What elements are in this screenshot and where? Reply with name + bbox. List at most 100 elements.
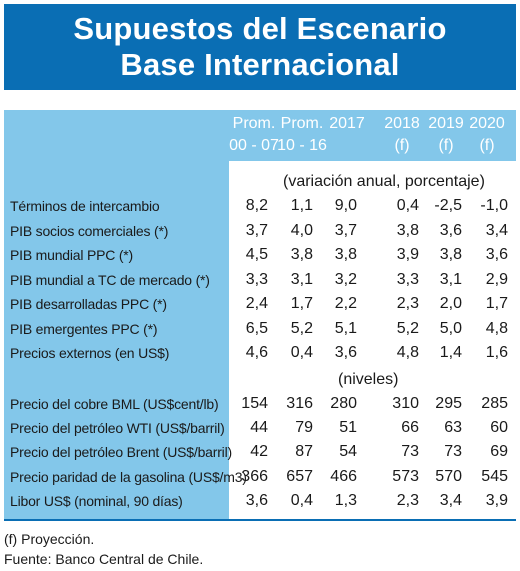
cell-value: 1,3: [334, 491, 357, 509]
table-row: Precio del petróleo Brent (US$/barril) 42…: [0, 440, 520, 464]
cell-value: 4,5: [245, 246, 268, 263]
column-header-6-top: 2020: [469, 115, 505, 132]
cell-value: 60: [490, 419, 508, 437]
row-label: PIB mundial PPC (*): [10, 247, 134, 263]
row-label: Libor US$ (nominal, 90 días): [10, 492, 183, 509]
cell-value: 366: [241, 467, 268, 485]
cell-value: 3,4: [485, 221, 508, 239]
column-header-1-top: Prom.: [232, 115, 276, 132]
cell-value: 3,4: [439, 491, 462, 509]
cell-value: 3,3: [396, 270, 419, 288]
cell-value: 3,9: [485, 491, 508, 509]
row-label: Precio paridad de la gasolina (US$/m3): [10, 468, 247, 485]
cell-value: 4,8: [485, 319, 508, 337]
cell-value: 3,8: [290, 246, 313, 263]
row-label: Precio del petróleo WTI (US$/barril): [10, 420, 225, 437]
table-row: Precio del petróleo WTI (US$/barril) 44 79…: [0, 416, 520, 440]
cell-value: 310: [392, 395, 419, 412]
cell-value: 4,0: [290, 221, 313, 239]
cell-value: -1,0: [480, 197, 508, 214]
title-line-2: Base Internacional: [120, 47, 400, 82]
cell-value: -2,5: [434, 197, 462, 214]
cell-value: 280: [330, 395, 357, 412]
cell-value: 2,3: [396, 491, 419, 509]
column-header-2-bottom: 10 - 16: [277, 137, 327, 154]
column-header-5-bottom: (f): [438, 137, 454, 154]
table-row: PIB emergentes PPC (*) 6,5 5,2 5,1 5,2 5,0 4,8: [0, 317, 520, 341]
cell-value: 0,4: [290, 344, 313, 361]
footnote-source: Fuente: Banco Central de Chile.: [4, 551, 204, 567]
table-row: Términos de intercambio 8,2 1,1 9,0 0,4 -2,5 -…: [0, 194, 520, 218]
section-note-variation: (variación anual, porcentaje): [283, 173, 485, 190]
table-row: PIB mundial PPC (*) 4,5 3,8 3,8 3,9 3,8 3,6: [0, 243, 520, 267]
cell-value: 316: [286, 395, 313, 412]
column-header-3-top: 2017: [329, 115, 365, 132]
table-row: Precios externos (en US$) 4,6 0,4 3,6 4,8 1,4…: [0, 341, 520, 365]
cell-value: 5,1: [334, 319, 357, 337]
cell-value: 3,7: [334, 221, 357, 239]
cell-value: 66: [401, 419, 419, 437]
cell-value: 3,1: [439, 270, 462, 288]
cell-value: 3,8: [396, 221, 419, 239]
row-label: PIB emergentes PPC (*): [10, 320, 158, 337]
cell-value: 8,2: [245, 197, 268, 214]
row-label: PIB desarrolladas PPC (*): [10, 296, 167, 312]
cell-value: 3,8: [439, 246, 462, 263]
cell-value: 9,0: [334, 197, 357, 214]
cell-value: 1,6: [485, 344, 508, 361]
cell-value: 3,2: [334, 270, 357, 288]
column-header-6-bottom: (f): [479, 137, 495, 154]
cell-value: 3,6: [245, 491, 268, 509]
table-row: Precio paridad de la gasolina (US$/m3) 36…: [0, 465, 520, 489]
cell-value: 51: [339, 419, 357, 437]
title-line-1: Supuestos del Escenario: [73, 11, 447, 46]
cell-value: 0,4: [396, 197, 419, 214]
bottom-divider: [4, 519, 516, 521]
cell-value: 1,7: [485, 295, 508, 312]
column-header-2-top: Prom.: [280, 115, 324, 132]
row-label: Precios externos (en US$): [10, 345, 170, 361]
column-header-4-bottom: (f): [394, 137, 410, 154]
cell-value: 5,0: [439, 319, 462, 337]
cell-value: 3,6: [439, 221, 462, 239]
cell-value: 466: [330, 467, 357, 485]
cell-value: 73: [401, 443, 419, 461]
cell-value: 1,7: [290, 295, 313, 312]
table-row: Precio del cobre BML (US$cent/lb) 154 316 2…: [0, 392, 520, 416]
cell-value: 2,9: [485, 270, 508, 288]
row-label: Precio del cobre BML (US$cent/lb): [10, 396, 219, 412]
cell-value: 73: [444, 443, 462, 461]
title-banner: Supuestos del Escenario Base Internacion…: [4, 4, 516, 90]
cell-value: 154: [241, 395, 268, 412]
footnote-projection: (f) Proyección.: [4, 531, 95, 547]
column-header-5-top: 2019: [428, 115, 464, 132]
row-label: PIB socios comerciales (*): [10, 222, 169, 239]
cell-value: 573: [392, 467, 419, 485]
cell-value: 285: [481, 395, 508, 412]
cell-value: 3,9: [396, 246, 419, 263]
table-row: Libor US$ (nominal, 90 días) 3,6 0,4 1,3 2,3…: [0, 489, 520, 513]
table-row: PIB desarrolladas PPC (*) 2,4 1,7 2,2 2,3 2,0…: [0, 292, 520, 316]
cell-value: 4,8: [396, 344, 419, 361]
cell-value: 63: [444, 419, 462, 437]
row-label: PIB mundial a TC de mercado (*): [10, 271, 210, 288]
section-note-levels: (niveles): [338, 371, 399, 388]
cell-value: 3,6: [485, 246, 508, 263]
cell-value: 2,4: [245, 295, 268, 312]
cell-value: 3,3: [245, 270, 268, 288]
cell-value: 79: [295, 419, 313, 437]
cell-value: 1,1: [290, 197, 313, 214]
cell-value: 87: [295, 443, 313, 461]
cell-value: 5,2: [396, 319, 419, 337]
cell-value: 1,4: [439, 344, 462, 361]
table-row: PIB socios comerciales (*) 3,7 4,0 3,7 3,8 3,…: [0, 219, 520, 243]
table-row: PIB mundial a TC de mercado (*) 3,3 3,1 3,2…: [0, 268, 520, 292]
cell-value: 2,0: [439, 295, 462, 312]
row-label-column: [4, 110, 229, 519]
cell-value: 570: [435, 467, 462, 485]
cell-value: 3,7: [245, 221, 268, 239]
cell-value: 3,1: [290, 270, 313, 288]
cell-value: 657: [286, 467, 313, 485]
cell-value: 545: [481, 467, 508, 485]
cell-value: 6,5: [245, 319, 268, 337]
